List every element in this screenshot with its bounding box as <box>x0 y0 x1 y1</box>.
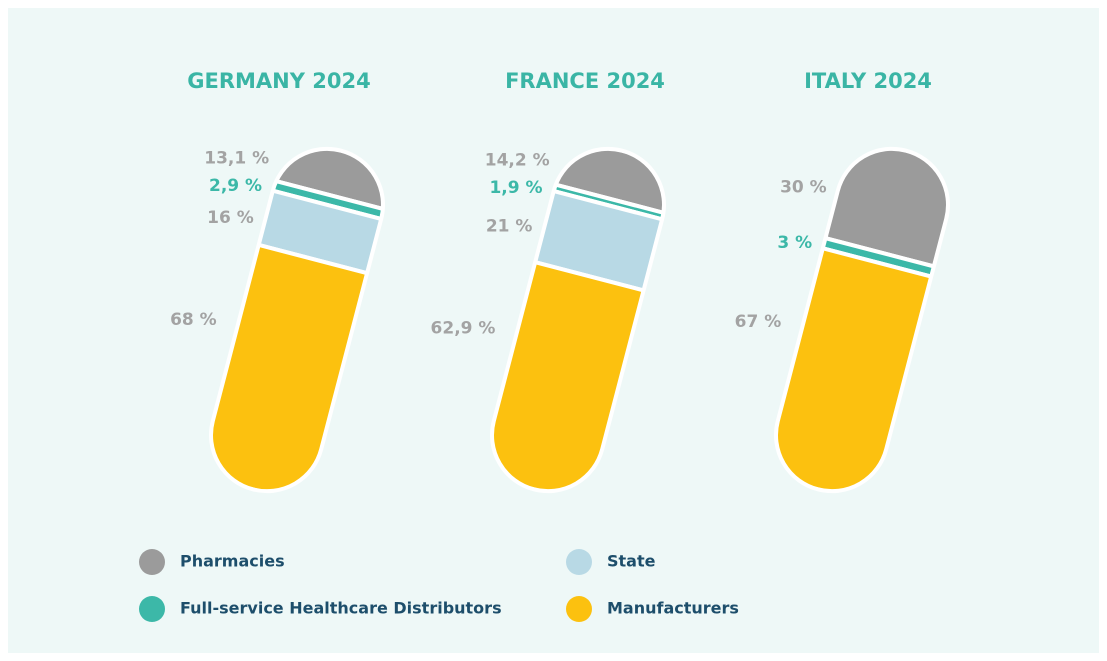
pill-outline <box>490 146 666 494</box>
pill <box>479 136 677 504</box>
value-label: 1,9 % <box>489 178 542 198</box>
value-label: 67 % <box>735 312 782 332</box>
value-label: 14,2 % <box>485 151 550 171</box>
legend-swatch <box>139 596 165 622</box>
legend-swatch <box>566 596 592 622</box>
pill-outline <box>209 146 385 494</box>
legend-label: Full-service Healthcare Distributors <box>180 599 502 618</box>
chart-title: FRANCE 2024 <box>505 69 665 93</box>
chart-title: ITALY 2024 <box>804 69 932 93</box>
legend-label: State <box>607 552 656 571</box>
value-label: 62,9 % <box>431 319 496 339</box>
chart-title: GERMANY 2024 <box>187 69 370 93</box>
legend-swatch <box>139 549 165 575</box>
legend-label: Manufacturers <box>607 599 739 618</box>
value-label: 2,9 % <box>209 176 262 196</box>
value-label: 30 % <box>780 177 827 197</box>
value-label: 3 % <box>777 233 812 253</box>
legend-label: Pharmacies <box>180 552 285 571</box>
pill-outline <box>774 146 950 494</box>
value-label: 16 % <box>207 208 254 228</box>
value-label: 13,1 % <box>204 149 269 169</box>
value-label: 21 % <box>486 217 533 237</box>
value-label: 68 % <box>170 310 217 330</box>
legend-swatch <box>566 549 592 575</box>
